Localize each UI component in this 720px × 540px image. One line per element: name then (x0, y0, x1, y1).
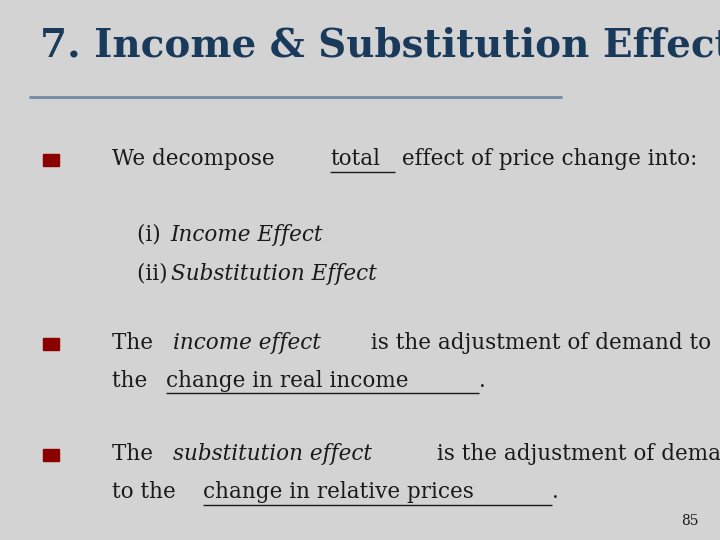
Text: Income Effect: Income Effect (171, 224, 323, 246)
Text: We decompose: We decompose (112, 148, 281, 170)
FancyBboxPatch shape (43, 449, 59, 461)
Text: .: . (479, 370, 485, 392)
Text: The: The (112, 443, 159, 464)
Text: is the adjustment of demand: is the adjustment of demand (430, 443, 720, 464)
Text: The: The (112, 332, 159, 354)
Text: to the: to the (112, 482, 182, 503)
FancyBboxPatch shape (43, 338, 59, 350)
Text: .: . (552, 482, 559, 503)
Text: change in real income: change in real income (166, 370, 408, 392)
Text: 7. Income & Substitution Effects: 7. Income & Substitution Effects (40, 27, 720, 65)
FancyBboxPatch shape (43, 154, 59, 166)
Text: substitution effect: substitution effect (174, 443, 372, 464)
Text: change in relative prices: change in relative prices (203, 482, 474, 503)
Text: total: total (330, 148, 380, 170)
Text: (i): (i) (137, 224, 174, 246)
Text: 85: 85 (681, 514, 698, 528)
Text: Substitution Effect: Substitution Effect (171, 263, 377, 285)
Text: income effect: income effect (174, 332, 321, 354)
Text: is the adjustment of demand to: is the adjustment of demand to (364, 332, 711, 354)
Text: (ii): (ii) (137, 263, 174, 285)
Text: the: the (112, 370, 154, 392)
Text: effect of price change into:: effect of price change into: (395, 148, 697, 170)
